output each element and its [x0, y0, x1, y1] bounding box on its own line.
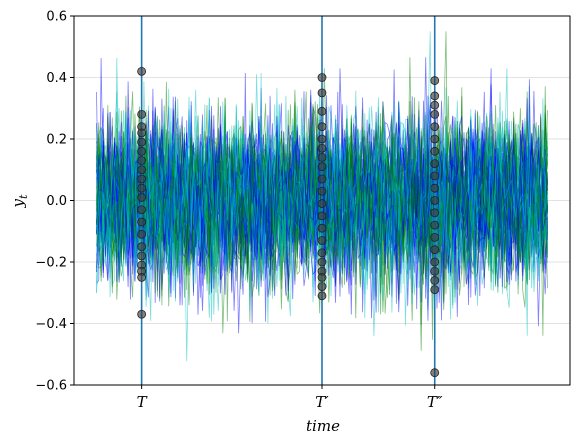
marker-point [137, 309, 147, 319]
marker-point [317, 199, 327, 208]
y-axis-label-main: y [9, 198, 27, 208]
marker-point [317, 153, 327, 162]
marker-point [317, 134, 327, 144]
x-tick-label: T′ [315, 393, 329, 411]
marker-point [137, 174, 147, 184]
marker-point [317, 174, 327, 184]
marker-point [137, 66, 147, 76]
y-tick-label: 0.0 [46, 194, 67, 209]
x-tick-label: T″ [427, 393, 443, 411]
marker-point [430, 159, 440, 169]
marker-point [430, 134, 440, 144]
marker-point [137, 205, 147, 215]
marker-point [317, 272, 327, 282]
x-tick-label: T [137, 393, 148, 411]
marker-point [430, 257, 440, 267]
x-axis-label: time [306, 417, 340, 435]
y-tick-label: 0.4 [46, 71, 67, 86]
marker-points [137, 66, 440, 378]
marker-point [317, 186, 327, 196]
marker-point [317, 282, 327, 292]
marker-point [430, 171, 440, 181]
marker-point [430, 276, 440, 285]
marker-point [430, 285, 440, 295]
marker-point [430, 232, 440, 242]
marker-point [317, 211, 327, 221]
marker-point [137, 217, 147, 227]
y-axis-label: yt [9, 194, 30, 208]
marker-point [137, 229, 147, 239]
marker-point [430, 76, 440, 85]
marker-point [317, 88, 327, 98]
marker-point [317, 106, 327, 116]
marker-point [430, 146, 440, 156]
marker-point [430, 91, 440, 101]
y-axis: 0.6 0.4 0.2 0.0 −0.2 −0.4 −0.6 [35, 10, 74, 394]
y-tick-label: −0.4 [35, 317, 67, 332]
marker-point [137, 128, 147, 138]
marker-point [430, 266, 440, 276]
y-tick-label: 0.2 [46, 133, 67, 148]
marker-point [137, 146, 147, 156]
marker-point [430, 100, 440, 110]
marker-point [317, 122, 327, 132]
marker-point [137, 137, 147, 147]
y-tick-label: 0.6 [46, 10, 67, 25]
marker-point [317, 248, 327, 258]
marker-point [137, 183, 147, 193]
x-axis: T T′ T″ [137, 385, 443, 411]
marker-point [430, 196, 440, 205]
y-tick-label: −0.2 [35, 256, 67, 271]
marker-point [137, 272, 147, 282]
marker-point [430, 122, 440, 132]
marker-point [137, 110, 147, 119]
marker-point [137, 251, 147, 261]
marker-point [430, 208, 440, 218]
marker-point [317, 257, 327, 267]
marker-point [137, 156, 147, 165]
marker-point [317, 143, 327, 153]
marker-point [430, 110, 440, 119]
marker-point [317, 291, 327, 301]
marker-point [137, 165, 147, 175]
marker-point [317, 223, 327, 233]
marker-point [430, 183, 440, 193]
marker-point [137, 193, 147, 202]
marker-point [430, 368, 440, 378]
marker-point [430, 245, 440, 255]
y-axis-label-sub: t [17, 194, 30, 199]
y-tick-label: −0.6 [35, 379, 67, 394]
marker-point [317, 73, 327, 82]
marker-point [137, 242, 147, 252]
marker-point [317, 162, 327, 172]
marker-point [317, 236, 327, 245]
marker-point [430, 220, 440, 230]
